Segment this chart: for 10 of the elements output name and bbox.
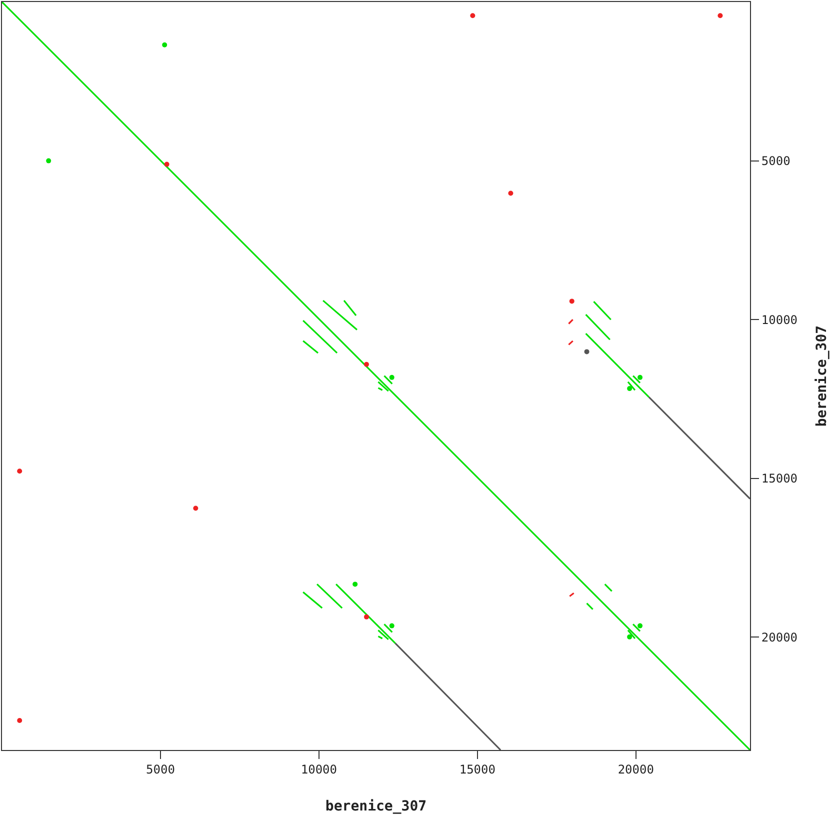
x-tick-label: 20000 — [618, 762, 654, 776]
y-tick-label: 5000 — [761, 154, 790, 168]
y-tick-label: 20000 — [761, 630, 798, 644]
x-axis-title: berenice_307 — [325, 798, 427, 815]
x-tick-label: 15000 — [459, 762, 496, 776]
y-axis-title: berenice_307 — [814, 325, 830, 427]
x-tick-label: 10000 — [300, 762, 338, 776]
x-tick-label: 5000 — [146, 762, 175, 776]
y-tick-label: 10000 — [761, 312, 798, 327]
y-tick-label: 15000 — [761, 472, 798, 486]
